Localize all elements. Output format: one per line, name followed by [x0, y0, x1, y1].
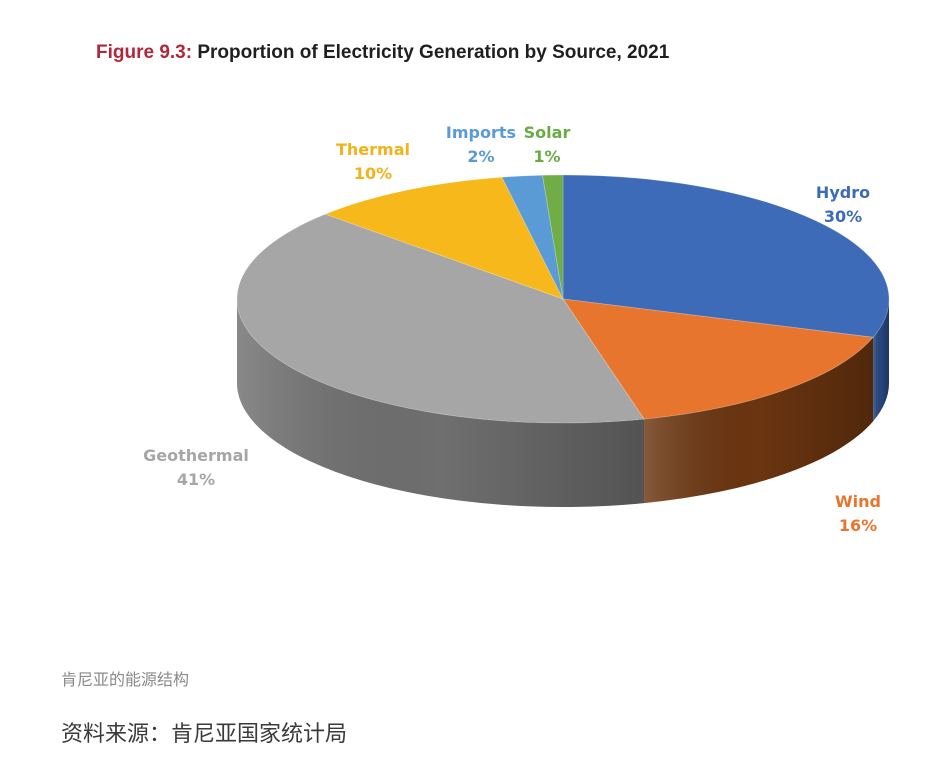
- slice-name-geothermal: Geothermal: [143, 446, 249, 465]
- slice-label-hydro: Hydro 30%: [816, 183, 870, 226]
- slice-value-hydro: 30%: [824, 207, 862, 226]
- pie-chart: Hydro 30% Wind 16% Geothermal 41% Thermal 10% Im…: [143, 123, 890, 535]
- pie-slice-thermal: [324, 176, 564, 300]
- source-note: 资料来源：肯尼亚国家统计局: [61, 722, 348, 747]
- pie-slice-hydro: [562, 174, 890, 338]
- slice-name-solar: Solar: [524, 123, 571, 142]
- slice-value-imports: 2%: [467, 147, 494, 166]
- chart-figure: Figure 9.3: Proportion of Electricity Ge…: [96, 42, 890, 535]
- slice-name-wind: Wind: [835, 492, 881, 511]
- slice-label-imports: Imports 2%: [446, 123, 516, 166]
- figure-number: Figure 9.3:: [96, 42, 193, 63]
- slice-name-imports: Imports: [446, 123, 516, 142]
- slice-label-solar: Solar 1%: [524, 123, 571, 166]
- pie-side-shade-geothermal: [237, 299, 645, 507]
- pie-slice-imports: [501, 174, 564, 300]
- figure-caption: 肯尼亚的能源结构: [61, 670, 190, 689]
- pie-side-shade-wind: [644, 337, 874, 504]
- slice-label-wind: Wind 16%: [835, 492, 881, 535]
- pie-slice-geothermal: [236, 213, 645, 424]
- slice-value-geothermal: 41%: [177, 470, 215, 489]
- slice-name-hydro: Hydro: [816, 183, 870, 202]
- pie-side-shade-hydro: [873, 299, 889, 422]
- slice-value-thermal: 10%: [354, 164, 392, 183]
- pie-slice-wind: [562, 298, 874, 420]
- slice-value-solar: 1%: [533, 147, 560, 166]
- slice-name-thermal: Thermal: [336, 140, 410, 159]
- chart-title-text: Proportion of Electricity Generation by …: [197, 42, 670, 63]
- pie-slice-solar: [542, 174, 564, 300]
- slice-value-wind: 16%: [839, 516, 877, 535]
- chart-title: Figure 9.3: Proportion of Electricity Ge…: [96, 42, 669, 64]
- slice-label-geothermal: Geothermal 41%: [143, 446, 249, 489]
- slice-label-thermal: Thermal 10%: [336, 140, 410, 183]
